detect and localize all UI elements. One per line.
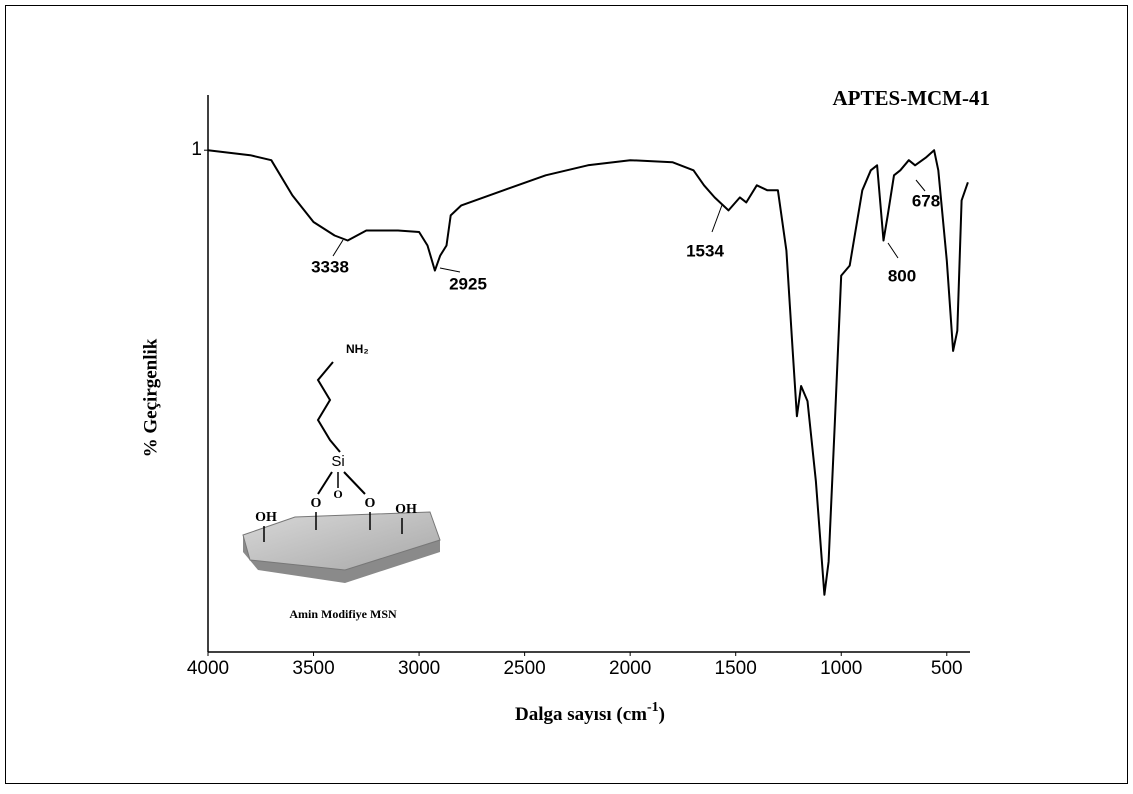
inset-caption: Amin Modifiye MSN — [289, 607, 397, 621]
annotation: 2925 — [449, 274, 487, 293]
y-tick-label: 1 — [191, 139, 202, 160]
annotation-line — [915, 179, 926, 192]
annotation-line — [439, 267, 461, 273]
label-o: O — [311, 496, 322, 511]
x-tick-label: 2500 — [503, 658, 545, 679]
frame — [5, 5, 1128, 784]
bond — [343, 471, 366, 495]
annotation-line — [711, 204, 723, 233]
chain — [316, 361, 341, 453]
y-axis-title: % Geçirgenlik — [140, 338, 161, 457]
x-tick-label: 3000 — [398, 658, 440, 679]
x-tick-label: 2000 — [609, 658, 651, 679]
x-tick-label: 500 — [931, 658, 963, 679]
x-axis-title: Dalga sayısı (cm-1) — [515, 700, 665, 725]
slab-side — [243, 535, 440, 583]
label-o: O — [333, 487, 342, 501]
series-label: APTES-MCM-41 — [833, 86, 990, 110]
slab-top — [242, 511, 441, 571]
annotation: 800 — [888, 266, 916, 285]
x-axis-title-text: Dalga sayısı (cm — [515, 704, 647, 725]
x-tick-label: 1000 — [820, 658, 862, 679]
x-axis-title-end: ) — [659, 704, 665, 725]
annotation: 1534 — [686, 241, 724, 260]
annotation: 678 — [912, 191, 940, 210]
annotation-line — [887, 242, 899, 259]
inset: NH₂ Si O O O OH OH Amin Modifiye MSN — [242, 342, 441, 621]
x-tick-label: 3500 — [292, 658, 334, 679]
bond — [317, 471, 333, 495]
annotation-line — [332, 239, 344, 257]
label-o: O — [365, 496, 376, 511]
label-si: Si — [331, 453, 344, 470]
annotation: 3338 — [311, 257, 349, 276]
x-tick-label: 1500 — [715, 658, 757, 679]
label-nh2: NH₂ — [346, 342, 369, 356]
x-axis-title-sup: -1 — [647, 700, 659, 715]
label-oh: OH — [255, 510, 277, 525]
label-oh: OH — [395, 502, 417, 517]
spectrum-line — [207, 149, 969, 596]
x-tick-label: 4000 — [187, 658, 229, 679]
